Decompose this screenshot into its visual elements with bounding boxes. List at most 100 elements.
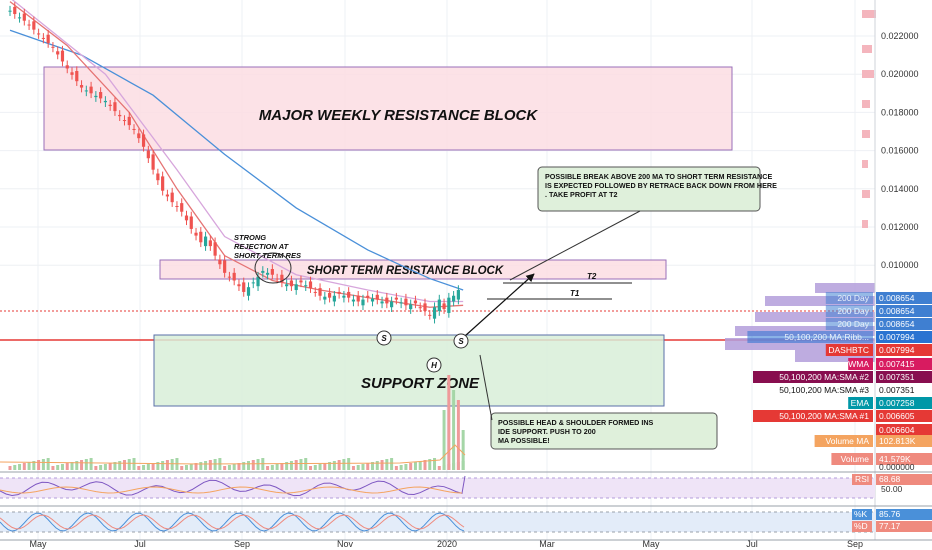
rsi-tag-label: RSI xyxy=(855,474,869,484)
price-label-value-box xyxy=(876,305,932,317)
candle-body xyxy=(227,276,232,278)
candle-body xyxy=(452,295,456,302)
volume-bar xyxy=(285,462,289,470)
pattern-mark-label: S xyxy=(458,337,464,346)
stoch-tag-label: %D xyxy=(854,521,868,531)
stoch-d-line xyxy=(0,514,465,530)
candle-body xyxy=(423,303,427,312)
pattern-mark xyxy=(426,357,442,373)
candle-body xyxy=(242,282,246,292)
candle-body xyxy=(103,100,107,103)
price-label-text: Volume xyxy=(841,454,870,464)
volume-profile-bar xyxy=(862,130,870,138)
volume-bar xyxy=(56,465,60,470)
candle-body xyxy=(13,6,17,15)
pattern-mark-label: H xyxy=(431,361,437,370)
volume-ma-line xyxy=(0,444,466,465)
candle-body xyxy=(375,294,379,300)
price-label-tag xyxy=(831,453,873,465)
volume-bar xyxy=(142,465,146,470)
volume-bar xyxy=(122,460,126,470)
candle-body xyxy=(361,299,365,306)
stoch-value: 77.17 xyxy=(879,521,901,531)
candle-body xyxy=(404,298,408,306)
candle-body xyxy=(232,272,236,281)
volume-bars xyxy=(0,375,466,470)
price-label: 50,100,200 MA:Ribb... 0.007994 xyxy=(747,331,932,343)
volume-bar xyxy=(442,410,446,470)
candle-body xyxy=(413,300,418,304)
candle-body xyxy=(79,85,84,88)
price-label-text: 50,100,200 MA:SMA #2 xyxy=(779,372,869,382)
candle-body xyxy=(141,134,146,147)
price-label-value-box xyxy=(876,318,932,330)
y-tick-label: 0.012000 xyxy=(881,222,919,232)
candle-body xyxy=(32,21,36,30)
volume-bar xyxy=(356,465,360,470)
volume-bar xyxy=(94,466,98,470)
annotations: STRONG REJECTION AT SHORT TERM RES POSSIBLE… xyxy=(234,166,777,450)
candle-body xyxy=(180,203,184,212)
price-axis[interactable]: 0.022000 0.020000 0.018000 0.016000 0.014000… xyxy=(874,0,919,540)
price-label: WMA 0.007415 xyxy=(848,358,932,370)
price-label-text: 50,100,200 MA:SMA #1 xyxy=(779,411,869,421)
candle-body xyxy=(22,13,26,21)
candle-body xyxy=(127,116,131,126)
candle-body xyxy=(84,90,88,92)
hs-note: POSSIBLE HEAD & SHOULDER FORMED INS IDE S… xyxy=(498,418,654,445)
candle-body xyxy=(184,215,189,221)
price-label-value: 0.008654 xyxy=(879,293,915,303)
candle-body xyxy=(318,288,322,296)
zone-block xyxy=(43,66,733,151)
candle-body xyxy=(418,307,422,309)
volume-bar xyxy=(266,466,270,470)
volume-bar xyxy=(46,458,50,470)
price-label-tag xyxy=(825,305,873,317)
volume-bar xyxy=(32,461,36,470)
pattern-mark xyxy=(376,330,392,346)
volume-profile-bar xyxy=(815,283,875,293)
volume-bar xyxy=(394,466,398,470)
price-label-value: 0.007415 xyxy=(879,359,915,369)
price-label-text: DASHBTC xyxy=(828,345,869,355)
volume-bar xyxy=(165,460,169,470)
volume-bar xyxy=(189,464,193,470)
candle-body xyxy=(323,296,327,300)
price-label: 50,100,200 MA:SMA #1 0.006605 xyxy=(753,410,932,422)
candle-body xyxy=(385,297,389,304)
volume-bar xyxy=(223,466,227,470)
volume-bar xyxy=(137,466,141,470)
time-axis[interactable]: May Jul Sep Nov 2020 Mar May Jul Sep xyxy=(29,539,863,549)
volume-bar xyxy=(237,463,241,470)
rsi-value-box xyxy=(876,474,932,485)
volume-bar xyxy=(323,463,327,470)
candle-body xyxy=(313,291,317,293)
volume-bar xyxy=(75,461,79,470)
price-label-value: 0.007351 xyxy=(879,372,915,382)
volume-bar xyxy=(65,463,69,470)
candle-body xyxy=(304,285,308,287)
volume-bar xyxy=(151,463,155,470)
zone-label: MAJOR WEEKLY RESISTANCE BLOCK xyxy=(259,107,539,124)
candle-body xyxy=(170,192,174,203)
candle-body xyxy=(194,232,198,236)
price-label: 50,100,200 MA:SMA #3 0.007351 xyxy=(753,384,932,396)
volume-bar xyxy=(413,462,417,470)
volume-bar xyxy=(84,459,88,470)
candle-body xyxy=(94,95,98,98)
price-label-text: 200 Day xyxy=(837,319,869,329)
price-label-text: EMA xyxy=(851,398,870,408)
candle-body xyxy=(70,72,74,75)
volume-bar xyxy=(108,463,112,470)
volume-bar xyxy=(204,461,208,470)
price-label-value: 0.006604 xyxy=(879,425,915,435)
candle-body xyxy=(380,301,384,304)
callout-line xyxy=(479,354,493,421)
price-label: EMA 0.007258 xyxy=(848,397,932,409)
breakout-note-box xyxy=(537,166,761,212)
candle-body xyxy=(99,92,103,99)
volume-bar xyxy=(380,460,384,470)
price-label-value-box xyxy=(876,371,932,383)
x-tick-label: Jul xyxy=(134,539,146,549)
volume-bar xyxy=(242,462,246,470)
